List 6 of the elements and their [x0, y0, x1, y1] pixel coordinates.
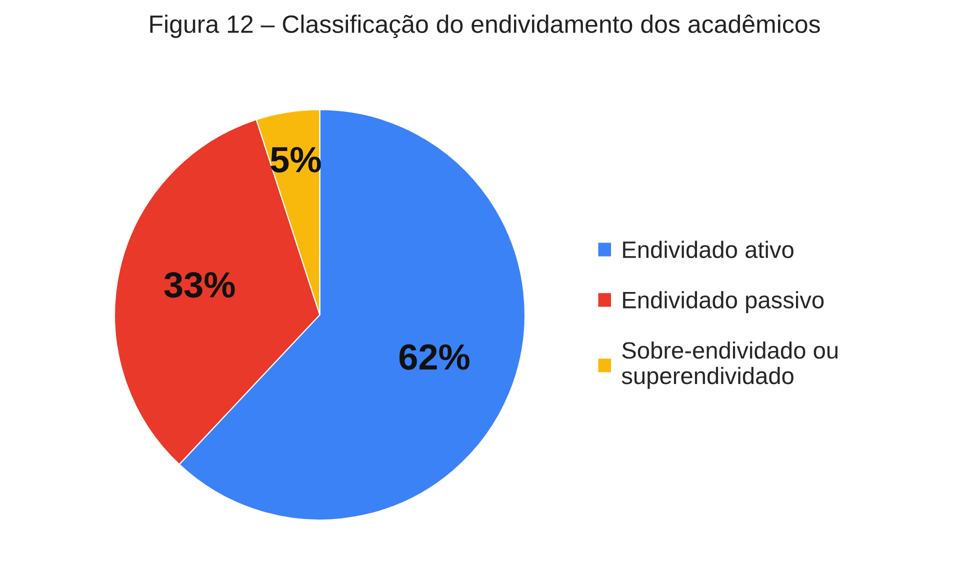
chart-title: Figura 12 – Classificação do endividamento dos acadêmicos	[150, 14, 820, 38]
data-label: 33%	[164, 272, 235, 298]
legend-label: Endividado passivo	[623, 291, 824, 314]
legend-label: Sobre-endividado ou superendividado	[622, 341, 838, 389]
data-label: 62%	[399, 344, 470, 370]
legend-label: Endividado ativo	[623, 240, 794, 258]
